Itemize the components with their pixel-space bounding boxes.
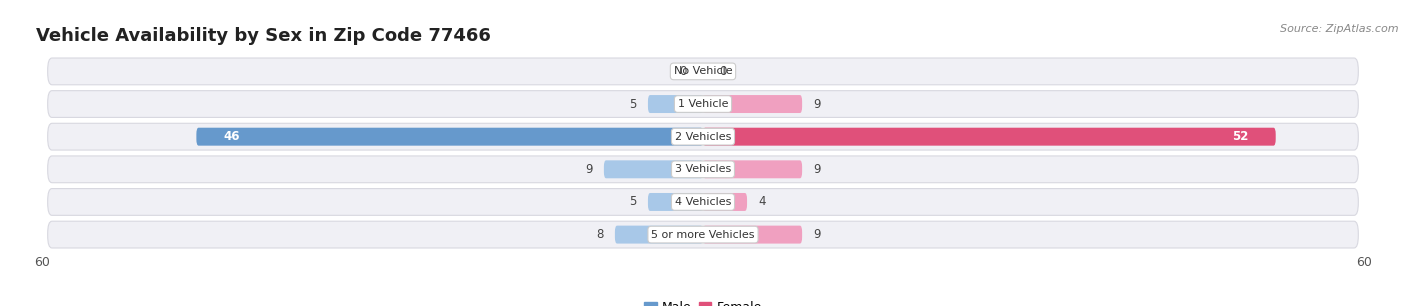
Text: No Vehicle: No Vehicle <box>673 66 733 76</box>
FancyBboxPatch shape <box>605 160 703 178</box>
Text: 4: 4 <box>758 196 766 208</box>
Legend: Male, Female: Male, Female <box>640 296 766 306</box>
Text: 3 Vehicles: 3 Vehicles <box>675 164 731 174</box>
Text: 9: 9 <box>813 228 821 241</box>
FancyBboxPatch shape <box>648 193 703 211</box>
Text: 5: 5 <box>630 196 637 208</box>
FancyBboxPatch shape <box>48 58 1358 85</box>
FancyBboxPatch shape <box>703 128 1275 146</box>
FancyBboxPatch shape <box>703 193 747 211</box>
Text: 9: 9 <box>813 163 821 176</box>
FancyBboxPatch shape <box>703 226 801 244</box>
Text: 2 Vehicles: 2 Vehicles <box>675 132 731 142</box>
FancyBboxPatch shape <box>614 226 703 244</box>
Text: 1 Vehicle: 1 Vehicle <box>678 99 728 109</box>
Text: 9: 9 <box>813 98 821 110</box>
Text: Source: ZipAtlas.com: Source: ZipAtlas.com <box>1281 24 1399 35</box>
FancyBboxPatch shape <box>648 95 703 113</box>
Text: 8: 8 <box>596 228 605 241</box>
FancyBboxPatch shape <box>703 160 801 178</box>
FancyBboxPatch shape <box>48 123 1358 150</box>
Text: Vehicle Availability by Sex in Zip Code 77466: Vehicle Availability by Sex in Zip Code … <box>35 27 491 45</box>
Text: 5: 5 <box>630 98 637 110</box>
FancyBboxPatch shape <box>48 91 1358 118</box>
Text: 5 or more Vehicles: 5 or more Vehicles <box>651 230 755 240</box>
Text: 0: 0 <box>679 65 686 78</box>
Text: 4 Vehicles: 4 Vehicles <box>675 197 731 207</box>
Text: 0: 0 <box>720 65 727 78</box>
Text: 52: 52 <box>1232 130 1249 143</box>
FancyBboxPatch shape <box>48 156 1358 183</box>
FancyBboxPatch shape <box>197 128 703 146</box>
FancyBboxPatch shape <box>48 188 1358 215</box>
FancyBboxPatch shape <box>48 221 1358 248</box>
Text: 9: 9 <box>585 163 593 176</box>
FancyBboxPatch shape <box>703 95 801 113</box>
Text: 46: 46 <box>224 130 240 143</box>
